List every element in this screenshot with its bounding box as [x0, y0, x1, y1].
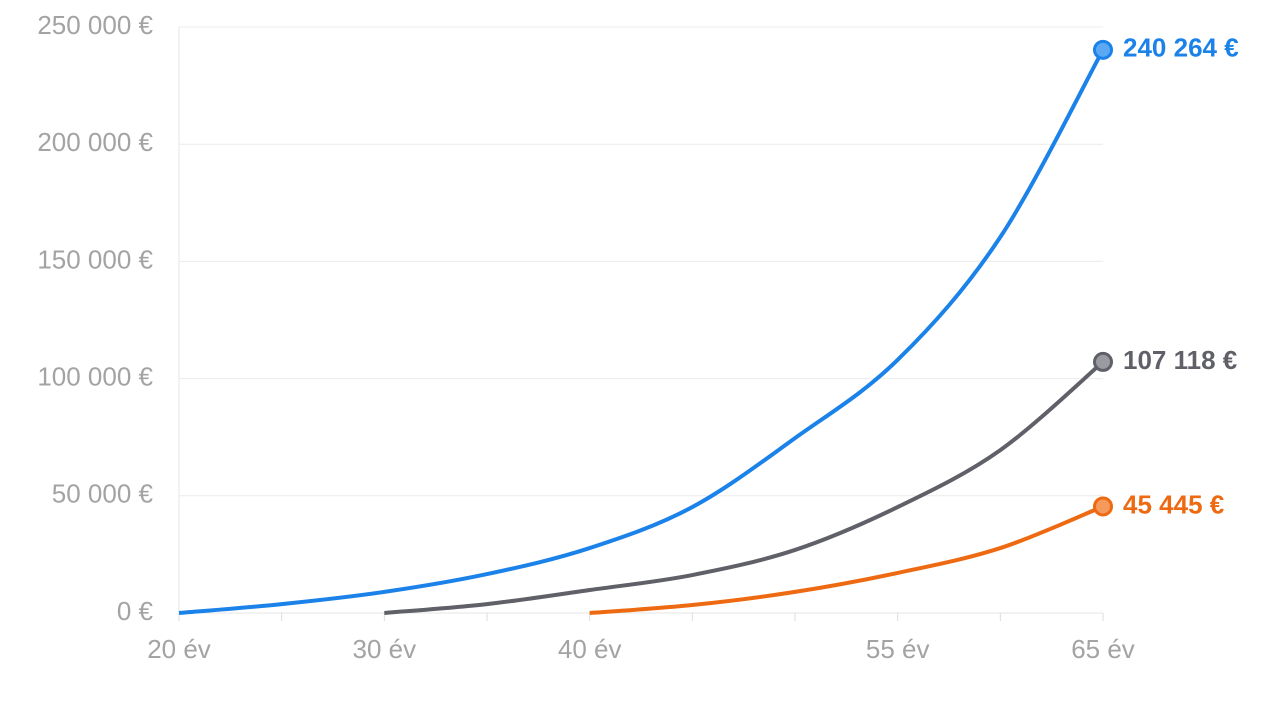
x-tick-label: 65 év: [1071, 634, 1135, 664]
x-tick-label: 40 év: [558, 634, 622, 664]
end-marker: [1093, 351, 1113, 372]
line: [384, 360, 1105, 615]
value-label: 107 118 €: [1123, 345, 1237, 375]
y-tick-label: 50 000 €: [52, 479, 154, 509]
value-label: 240 264 €: [1123, 33, 1239, 63]
y-tick-label: 0 €: [117, 596, 154, 626]
y-tick-label: 150 000 €: [37, 244, 153, 274]
x-tick-label: 20 év: [147, 634, 211, 664]
y-tick-label: 250 000 €: [37, 10, 153, 40]
x-tick-label: 55 év: [866, 634, 930, 664]
end-marker: [1093, 496, 1113, 517]
y-tick-label: 200 000 €: [37, 127, 153, 157]
end-marker: [1093, 39, 1113, 60]
y-tick-label: 100 000 €: [37, 361, 153, 391]
line: [178, 48, 1105, 615]
x-tick-label: 30 év: [353, 634, 417, 664]
value-label: 45 445 €: [1123, 489, 1224, 519]
line: [589, 504, 1104, 615]
